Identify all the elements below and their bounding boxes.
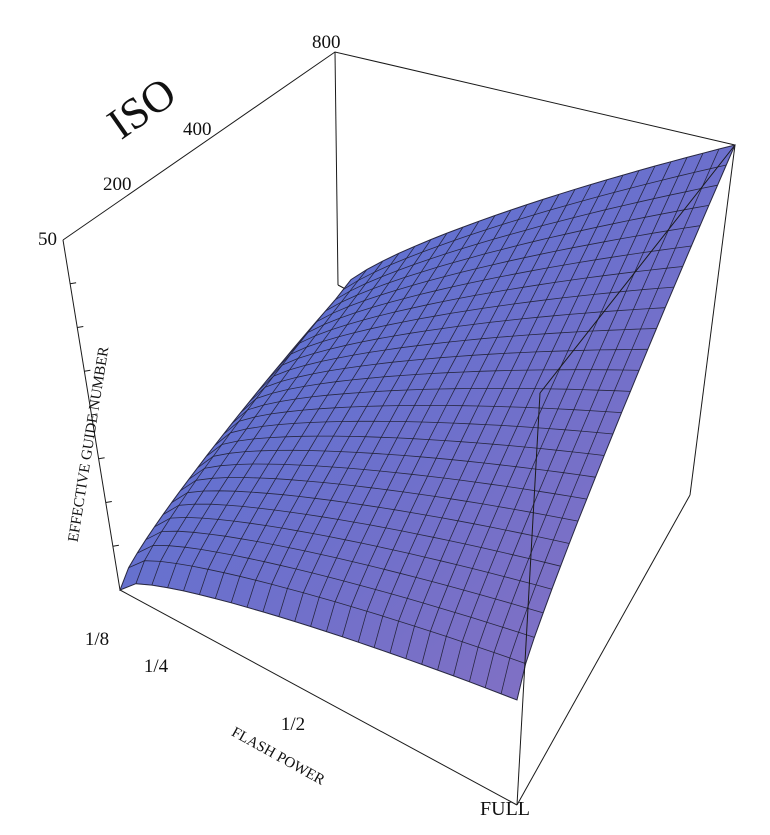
mesh-line-iso bbox=[283, 266, 683, 361]
mesh-line-iso bbox=[188, 463, 587, 500]
mesh-line-power bbox=[167, 260, 384, 588]
mesh-line-iso bbox=[317, 184, 718, 321]
iso-axis: ISO 50 200 400 800 bbox=[38, 32, 341, 250]
mesh-line-power bbox=[469, 157, 688, 682]
z-tick-mark bbox=[84, 369, 91, 372]
mesh-line-power bbox=[421, 170, 640, 665]
iso-tick-800: 800 bbox=[312, 32, 341, 53]
mesh-line-power bbox=[246, 226, 464, 608]
z-tick-mark bbox=[91, 413, 98, 416]
mesh-line-power bbox=[453, 161, 672, 676]
z-tick-mark bbox=[98, 457, 105, 460]
mesh-line-power bbox=[389, 179, 608, 654]
flash-power-axis-label: FLASH POWER bbox=[229, 724, 328, 788]
box-edge-front-vertical bbox=[516, 392, 541, 806]
mesh-line-iso bbox=[274, 286, 675, 371]
mesh-line-iso bbox=[222, 404, 622, 435]
mesh-line-power bbox=[437, 165, 656, 671]
z-axis-label: EFFECTIVE GUIDE NUMBER bbox=[66, 346, 113, 544]
mesh-line-iso bbox=[162, 503, 561, 567]
mesh-line-power bbox=[183, 252, 400, 592]
z-tick-mark bbox=[105, 501, 112, 503]
flash-tick-1-8-label: 1/8 bbox=[85, 629, 109, 650]
mesh-line-iso bbox=[257, 328, 657, 392]
mesh-line-iso bbox=[197, 449, 596, 478]
box-edge-back-vertical-right bbox=[689, 144, 736, 496]
mesh-line-iso bbox=[137, 544, 535, 638]
z-tick-mark bbox=[77, 326, 84, 328]
flash-tick-1-8: 1/8 bbox=[85, 629, 109, 650]
flash-tick-1-2: 1/2 bbox=[281, 714, 305, 735]
mesh-line-iso bbox=[300, 225, 701, 341]
mesh-line-power bbox=[278, 215, 496, 617]
iso-tick-50: 50 bbox=[38, 229, 57, 250]
mesh-line-iso bbox=[179, 477, 579, 522]
mesh-line-iso bbox=[128, 560, 526, 664]
mesh-line-iso bbox=[265, 307, 666, 382]
mesh-line-power bbox=[326, 199, 544, 632]
mesh-line-iso bbox=[205, 435, 605, 457]
surface-mesh bbox=[120, 145, 735, 700]
mesh-line-iso bbox=[291, 245, 692, 351]
mesh-line-power bbox=[500, 148, 720, 694]
mesh-line-power bbox=[262, 220, 480, 613]
mesh-line-power bbox=[341, 194, 560, 637]
mesh-line-iso bbox=[308, 205, 709, 331]
z-tick-mark bbox=[70, 282, 77, 285]
mesh-line-iso bbox=[145, 530, 544, 614]
iso-axis-label: ISO bbox=[99, 68, 185, 149]
flash-tick-1-4: 1/4 bbox=[144, 656, 169, 677]
iso-tick-200: 200 bbox=[103, 174, 132, 195]
mesh-line-power bbox=[357, 189, 576, 643]
box-edge-bottom-right bbox=[516, 494, 691, 806]
mesh-line-power bbox=[294, 209, 512, 622]
mesh-line-power bbox=[484, 153, 704, 688]
z-axis-ticks bbox=[70, 282, 119, 547]
mesh-line-power bbox=[373, 184, 592, 648]
iso-tick-400: 400 bbox=[183, 119, 212, 140]
bounding-box-front bbox=[119, 144, 736, 806]
mesh-line-power bbox=[310, 204, 528, 627]
mesh-line-power bbox=[151, 269, 368, 586]
flash-tick-1-2-label: 1/2 bbox=[281, 714, 305, 735]
mesh-line-iso bbox=[154, 516, 553, 590]
mesh-line-power bbox=[405, 174, 624, 659]
box-edge-back-vertical-center bbox=[334, 51, 339, 286]
box-edge-front-diag bbox=[539, 144, 736, 394]
mesh-line-iso bbox=[214, 420, 613, 446]
mesh-line-iso bbox=[231, 387, 631, 424]
mesh-line-iso bbox=[240, 369, 640, 414]
flash-tick-1-4-label: 1/4 bbox=[144, 656, 169, 677]
mesh-line-iso bbox=[171, 490, 570, 544]
surface bbox=[119, 144, 736, 701]
mesh-line-iso bbox=[248, 348, 648, 403]
box-edge-front-bottom bbox=[119, 589, 518, 806]
mesh-line-power bbox=[199, 245, 416, 595]
mesh-line-iso bbox=[326, 164, 727, 311]
z-tick-mark bbox=[112, 544, 119, 547]
mesh-line-power bbox=[214, 239, 432, 599]
mesh-line-power bbox=[230, 232, 448, 603]
flash-tick-full: FULL bbox=[480, 798, 530, 820]
